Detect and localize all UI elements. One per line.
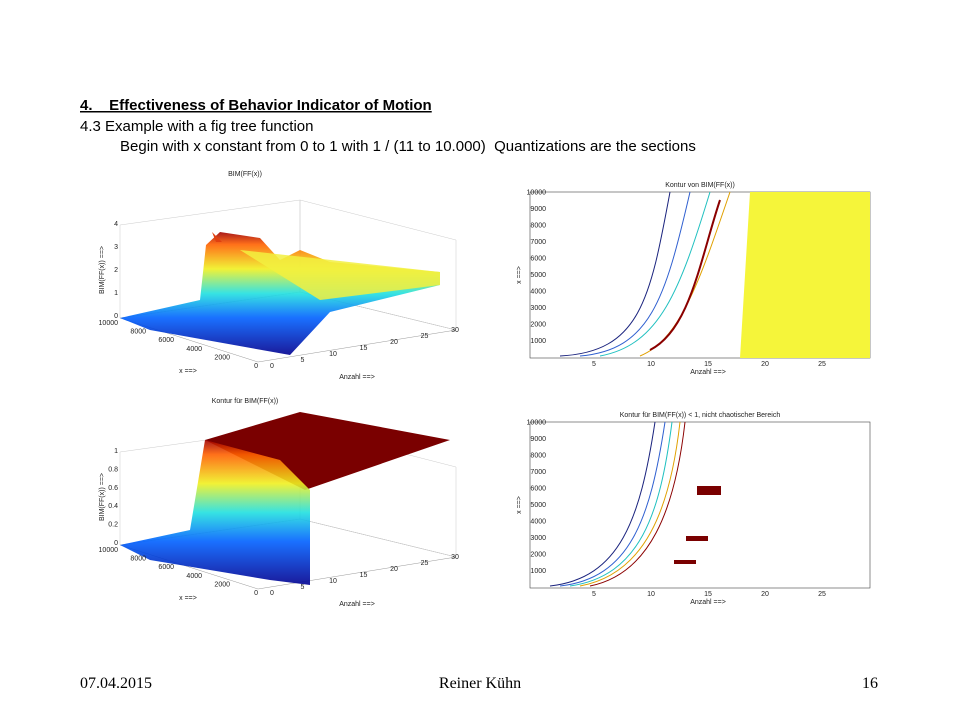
x-tick-label: 25	[818, 361, 826, 368]
slide-title: 4. Effectiveness of Behavior Indicator o…	[80, 97, 432, 114]
y-tick-label: 2000	[530, 552, 546, 559]
figure-title: Kontur für BIM(FF(x)) < 1, nicht chaotis…	[620, 412, 781, 419]
y-tick-label: 7000	[530, 239, 546, 246]
x-tick-label: 15	[704, 361, 712, 368]
contour-plot	[529, 421, 871, 589]
y-tick-label: 1000	[530, 338, 546, 345]
y-tick-label: 7000	[530, 469, 546, 476]
z-tick-label: 1	[114, 290, 118, 297]
anzahl-tick-label: 20	[390, 339, 398, 346]
y-axis-label: x ==>	[516, 496, 523, 514]
y-tick-label: 1000	[530, 568, 546, 575]
z-axis-label: BIM(FF(x)) ==>	[99, 246, 106, 294]
z-tick-label: 0	[114, 313, 118, 320]
figure-title: Kontur von BIM(FF(x))	[665, 182, 735, 189]
y-tick-label: 2000	[530, 322, 546, 329]
x-tick-label: 5	[592, 591, 596, 598]
x-tick-label: 6000	[158, 337, 174, 344]
surface-plot	[119, 199, 457, 363]
z-tick-label: 1	[114, 448, 118, 455]
z-tick-label: 0.2	[108, 522, 118, 529]
x-axis-label: x ==>	[179, 368, 197, 375]
x-tick-label: 0	[254, 590, 258, 597]
contour-plot	[529, 191, 871, 359]
surface-plot	[119, 412, 457, 590]
anzahl-tick-label: 0	[270, 590, 274, 597]
x-tick-label: 20	[761, 591, 769, 598]
z-tick-label: 4	[114, 221, 118, 228]
anzahl-tick-label: 25	[421, 333, 429, 340]
footer-author: Reiner Kühn	[439, 675, 521, 692]
anzahl-tick-label: 20	[390, 566, 398, 573]
x-tick-label: 0	[254, 363, 258, 370]
x-tick-label: 4000	[186, 346, 202, 353]
y-tick-label: 3000	[530, 535, 546, 542]
y-tick-label: 10000	[527, 190, 547, 197]
anzahl-axis-label: Anzahl ==>	[339, 601, 375, 608]
y-tick-label: 8000	[530, 453, 546, 460]
y-tick-label: 6000	[530, 256, 546, 263]
description: Begin with x constant from 0 to 1 with 1…	[120, 138, 696, 155]
y-tick-label: 9000	[530, 206, 546, 213]
z-tick-label: 0.4	[108, 503, 118, 510]
z-tick-label: 0	[114, 540, 118, 547]
x-tick-label: 10000	[99, 320, 119, 327]
anzahl-tick-label: 15	[360, 572, 368, 579]
anzahl-tick-label: 5	[301, 357, 305, 364]
y-tick-label: 6000	[530, 486, 546, 493]
x-tick-label: 2000	[214, 354, 230, 361]
x-tick-label: 20	[761, 361, 769, 368]
x-tick-label: 10	[647, 591, 655, 598]
footer-page: 16	[862, 675, 878, 692]
x-tick-label: 5	[592, 361, 596, 368]
y-tick-label: 9000	[530, 436, 546, 443]
anzahl-tick-label: 25	[421, 560, 429, 567]
z-tick-label: 3	[114, 244, 118, 251]
anzahl-tick-label: 10	[329, 578, 337, 585]
x-tick-label: 15	[704, 591, 712, 598]
y-tick-label: 8000	[530, 223, 546, 230]
x-tick-label: 10	[647, 361, 655, 368]
y-tick-label: 4000	[530, 519, 546, 526]
x-axis-label: Anzahl ==>	[690, 599, 726, 606]
y-tick-label: 5000	[530, 272, 546, 279]
anzahl-tick-label: 0	[270, 363, 274, 370]
x-tick-label: 8000	[130, 556, 146, 563]
anzahl-axis-label: Anzahl ==>	[339, 374, 375, 381]
x-tick-label: 6000	[158, 564, 174, 571]
anzahl-tick-label: 10	[329, 351, 337, 358]
subtitle: 4.3 Example with a fig tree function	[80, 118, 313, 135]
y-tick-label: 3000	[530, 305, 546, 312]
x-tick-label: 25	[818, 591, 826, 598]
x-axis-label: x ==>	[179, 595, 197, 602]
x-tick-label: 2000	[214, 581, 230, 588]
figure-title: BIM(FF(x))	[228, 171, 262, 178]
y-tick-label: 10000	[527, 420, 547, 427]
anzahl-tick-label: 30	[451, 554, 459, 561]
x-tick-label: 10000	[99, 547, 119, 554]
z-axis-label: BIM(FF(x)) ==>	[99, 473, 106, 521]
y-tick-label: 4000	[530, 289, 546, 296]
x-tick-label: 8000	[130, 329, 146, 336]
footer-date: 07.04.2015	[80, 675, 152, 692]
z-tick-label: 2	[114, 267, 118, 274]
y-axis-label: x ==>	[516, 266, 523, 284]
z-tick-label: 0.6	[108, 485, 118, 492]
anzahl-tick-label: 15	[360, 345, 368, 352]
anzahl-tick-label: 30	[451, 327, 459, 334]
x-axis-label: Anzahl ==>	[690, 369, 726, 376]
y-tick-label: 5000	[530, 502, 546, 509]
anzahl-tick-label: 5	[301, 584, 305, 591]
z-tick-label: 0.8	[108, 466, 118, 473]
figure-title: Kontur für BIM(FF(x))	[212, 398, 279, 405]
x-tick-label: 4000	[186, 573, 202, 580]
